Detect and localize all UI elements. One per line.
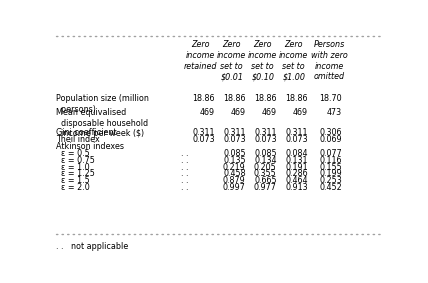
Text: . .: . .: [181, 156, 189, 165]
Text: . .: . .: [181, 170, 189, 179]
Text: 0.069: 0.069: [319, 135, 342, 144]
Text: 0.199: 0.199: [319, 170, 342, 179]
Text: 0.253: 0.253: [319, 176, 342, 185]
Text: Gini coefficient: Gini coefficient: [56, 128, 116, 137]
Text: 0.311: 0.311: [285, 128, 308, 137]
Text: 0.458: 0.458: [223, 170, 246, 179]
Text: 18.86: 18.86: [192, 94, 215, 103]
Text: . .: . .: [181, 183, 189, 192]
Text: 0.311: 0.311: [223, 128, 246, 137]
Text: . .: . .: [181, 162, 189, 171]
Text: Persons
with zero
income
omitted: Persons with zero income omitted: [311, 40, 348, 82]
Text: 469: 469: [199, 108, 215, 117]
Text: 0.134: 0.134: [254, 156, 276, 165]
Text: 0.131: 0.131: [285, 156, 308, 165]
Text: Theil index: Theil index: [56, 135, 100, 144]
Text: Zero
income
set to
$1.00: Zero income set to $1.00: [279, 40, 309, 82]
Text: 469: 469: [293, 108, 308, 117]
Text: 473: 473: [327, 108, 342, 117]
Text: ε = 1.0: ε = 1.0: [56, 162, 89, 171]
Text: 0.073: 0.073: [285, 135, 308, 144]
Text: Zero
income
set to
$0.01: Zero income set to $0.01: [217, 40, 247, 82]
Text: . .: . .: [181, 176, 189, 185]
Text: 18.86: 18.86: [285, 94, 308, 103]
Text: 0.311: 0.311: [192, 128, 215, 137]
Text: 0.084: 0.084: [285, 149, 308, 158]
Text: 0.085: 0.085: [254, 149, 276, 158]
Text: . .   not applicable: . . not applicable: [56, 242, 128, 251]
Text: 18.70: 18.70: [319, 94, 342, 103]
Text: 0.997: 0.997: [223, 183, 246, 192]
Text: 0.913: 0.913: [285, 183, 308, 192]
Text: 0.464: 0.464: [285, 176, 308, 185]
Text: 18.86: 18.86: [223, 94, 246, 103]
Text: ε = 2.0: ε = 2.0: [56, 183, 89, 192]
Text: 0.116: 0.116: [319, 156, 342, 165]
Text: 0.191: 0.191: [285, 162, 308, 171]
Text: ε = 1.25: ε = 1.25: [56, 170, 95, 179]
Text: 0.219: 0.219: [223, 162, 246, 171]
Text: 0.155: 0.155: [319, 162, 342, 171]
Text: Zero
income
set to
$0.10: Zero income set to $0.10: [248, 40, 277, 82]
Text: 0.077: 0.077: [319, 149, 342, 158]
Text: Mean equivalised
  disposable household
  income per week ($): Mean equivalised disposable household in…: [56, 108, 148, 138]
Text: ε = 0.5: ε = 0.5: [56, 149, 89, 158]
Text: Zero
income
retained: Zero income retained: [184, 40, 217, 71]
Text: 0.085: 0.085: [223, 149, 246, 158]
Text: ε = 0.75: ε = 0.75: [56, 156, 95, 165]
Text: 0.306: 0.306: [319, 128, 342, 137]
Text: 0.073: 0.073: [223, 135, 246, 144]
Text: Population size (million
  persons): Population size (million persons): [56, 94, 149, 114]
Text: 469: 469: [262, 108, 276, 117]
Text: 0.977: 0.977: [254, 183, 276, 192]
Text: 18.86: 18.86: [254, 94, 276, 103]
Text: 0.452: 0.452: [319, 183, 342, 192]
Text: 0.879: 0.879: [223, 176, 246, 185]
Text: 0.073: 0.073: [254, 135, 276, 144]
Text: 0.205: 0.205: [254, 162, 276, 171]
Text: 0.286: 0.286: [285, 170, 308, 179]
Text: Atkinson indexes: Atkinson indexes: [56, 142, 124, 151]
Text: 0.355: 0.355: [254, 170, 276, 179]
Text: 0.073: 0.073: [192, 135, 215, 144]
Text: 0.135: 0.135: [223, 156, 246, 165]
Text: ε = 1.5: ε = 1.5: [56, 176, 89, 185]
Text: . .: . .: [181, 149, 189, 158]
Text: 0.665: 0.665: [254, 176, 276, 185]
Text: 469: 469: [231, 108, 246, 117]
Text: 0.311: 0.311: [254, 128, 276, 137]
